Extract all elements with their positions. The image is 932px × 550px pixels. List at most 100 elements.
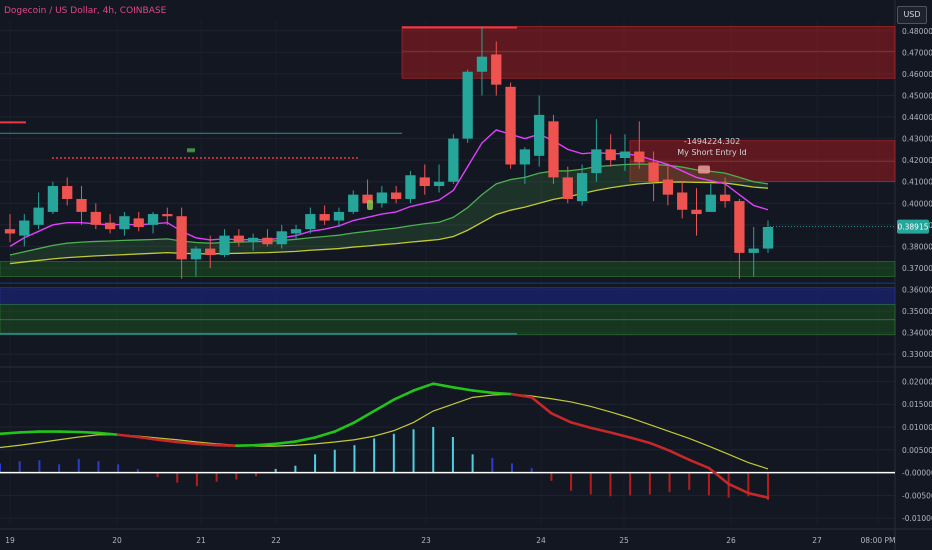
price-axis-label: 0.36000: [902, 286, 932, 295]
signal-marker: [187, 151, 195, 153]
candle-body: [448, 138, 459, 182]
oscillator-axis-label: 0.01000: [902, 423, 932, 432]
oscillator-main-line: [747, 491, 770, 499]
histogram-bar: [255, 472, 257, 477]
oscillator-main-line: [195, 442, 218, 447]
oscillator-main-line: [353, 409, 376, 424]
price-axis-label: 0.37000: [902, 264, 932, 273]
time-axis-label: 23: [421, 536, 431, 545]
histogram-bar: [747, 472, 750, 497]
candle-body: [33, 207, 44, 225]
histogram-bar: [117, 464, 120, 473]
histogram-bar: [629, 472, 632, 496]
price-axis-label: 0.33000: [902, 350, 932, 359]
candle-body: [605, 149, 616, 161]
candle-body: [205, 248, 216, 256]
time-axis-label: 21: [196, 536, 206, 545]
histogram-bar: [235, 472, 238, 480]
histogram-bar: [373, 438, 376, 473]
candle-body: [305, 214, 316, 230]
signal-marker: [698, 165, 710, 174]
candle-body: [147, 214, 159, 225]
histogram-bar: [18, 461, 21, 473]
candle-body: [247, 237, 259, 243]
histogram-bar: [215, 472, 218, 482]
histogram-bar: [0, 463, 1, 473]
histogram-bar: [432, 426, 435, 473]
oscillator-main-line: [668, 449, 691, 462]
price-axis-label: 0.35000: [902, 307, 932, 316]
oscillator-axis-label: -0.00500: [902, 491, 932, 500]
oscillator-main-line: [589, 426, 612, 434]
candle-body: [548, 121, 559, 178]
time-axis-label: 25: [619, 536, 629, 545]
candle-body: [491, 54, 502, 85]
oscillator-main-line: [510, 392, 533, 399]
price-axis-label: 0.47000: [902, 48, 932, 57]
histogram-bar: [294, 465, 297, 473]
oscillator-main-line: [530, 396, 553, 415]
histogram-bar: [550, 472, 553, 481]
candle-body: [576, 173, 588, 202]
histogram-bar: [648, 472, 651, 495]
time-axis-label: 19: [5, 536, 15, 545]
price-axis-label: 0.42000: [902, 156, 932, 165]
candle-body: [519, 149, 531, 165]
candle-body: [176, 216, 187, 260]
oscillator-main-line: [294, 436, 317, 443]
oscillator-main-line: [550, 412, 573, 424]
candle-body: [76, 198, 87, 212]
oscillator-main-line: [333, 421, 356, 433]
candle-body: [19, 220, 30, 236]
oscillator-main-line: [451, 386, 474, 392]
time-axis-label: 26: [726, 536, 736, 545]
histogram-bar: [451, 437, 454, 473]
oscillator-main-line: [18, 430, 41, 434]
oscillator-main-line: [491, 391, 514, 396]
histogram-bar: [176, 472, 179, 483]
price-axis-label: 0.41000: [902, 178, 932, 187]
signal-marker: [367, 200, 373, 211]
histogram-bar: [707, 472, 710, 496]
histogram-bar: [688, 472, 691, 490]
price-axis-label: 0.34000: [902, 329, 932, 338]
histogram-bar: [136, 468, 139, 473]
price-axis-label: 0.43000: [902, 135, 932, 144]
histogram-bar: [314, 454, 317, 473]
ma-green-line: [9, 163, 769, 256]
price-axis-label: 0.38000: [902, 242, 932, 251]
oscillator-main-line: [175, 440, 199, 446]
price-axis-label: 0.40000: [902, 199, 932, 208]
chart-title: Dogecoin / US Dollar, 4h, COINBASE: [4, 6, 167, 16]
oscillator-main-line: [609, 431, 632, 439]
candle-body: [591, 149, 602, 174]
oscillator-main-line: [254, 442, 277, 447]
candle-body: [562, 177, 573, 199]
candle-body: [476, 56, 488, 72]
candle-body: [762, 227, 774, 249]
price-axis-label: 0.44000: [902, 113, 932, 122]
histogram-bar: [38, 460, 41, 473]
oscillator-main-line: [156, 438, 179, 444]
oscillator-main-line: [274, 440, 297, 446]
histogram-bar: [570, 472, 573, 491]
candle-body: [405, 175, 416, 199]
candle-body: [119, 216, 130, 230]
candle-body: [362, 194, 373, 204]
annotation-value: -1494224.302: [684, 137, 740, 146]
candle-body: [634, 151, 645, 163]
candle-body: [233, 235, 244, 243]
candle-body: [734, 201, 745, 253]
currency-button[interactable]: USD: [897, 6, 927, 24]
candle-body: [419, 177, 430, 187]
oscillator-main-line: [707, 466, 730, 486]
zone-demand: [0, 261, 896, 277]
histogram-bar: [156, 472, 159, 478]
histogram-bar: [333, 449, 336, 473]
histogram-bar: [767, 472, 769, 500]
oscillator-main-line: [136, 435, 159, 442]
oscillator-main-line: [569, 421, 593, 430]
oscillator-main-line: [116, 433, 140, 439]
time-axis-label: 08:00 PM: [861, 536, 896, 545]
